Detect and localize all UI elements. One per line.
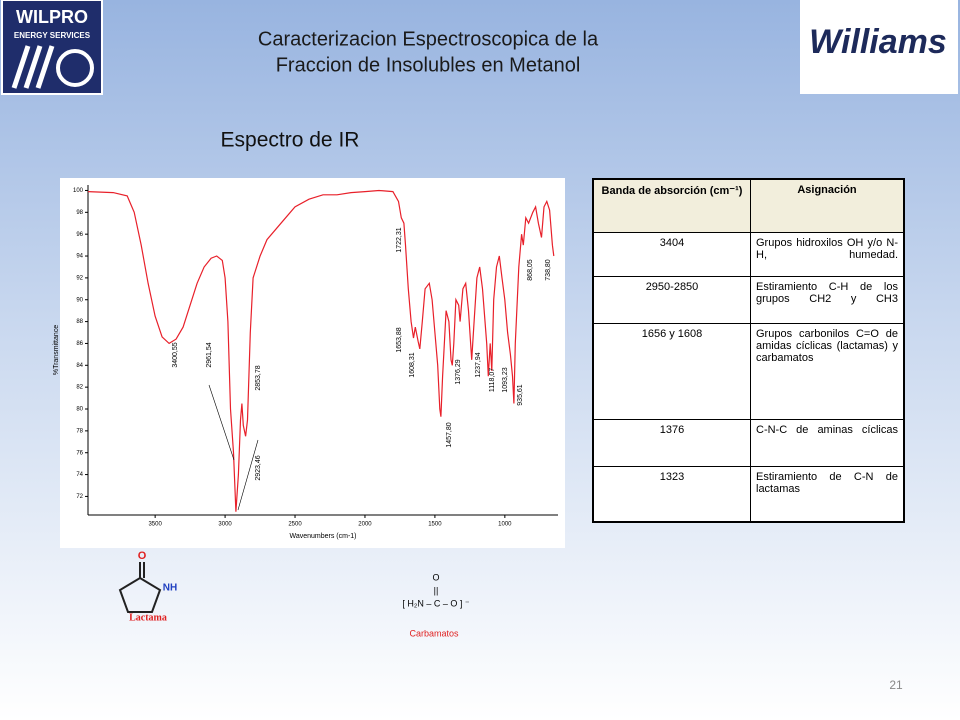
atom-label: O: [138, 550, 147, 562]
table-cell: Grupos hidroxilos OH y/o N-H, humedad.: [750, 232, 905, 277]
y-tick-label: 86: [76, 341, 83, 347]
y-tick-label: 100: [73, 188, 84, 194]
x-tick-label: 2500: [288, 522, 302, 528]
peak-label: 738,80: [545, 259, 552, 281]
peak-label: 935,61: [517, 384, 524, 406]
peak-label: 1376,29: [455, 359, 462, 384]
structure-label: Carbamatos: [409, 628, 459, 638]
chart-area: [60, 178, 565, 548]
assignment-table: Banda de absorción (cm⁻¹) Asignación 3404 G…: [592, 178, 905, 523]
x-axis-title: Wavenumbers (cm-1): [289, 533, 356, 540]
formula-line: O: [432, 572, 439, 582]
peak-label: 1722,31: [396, 227, 403, 252]
y-tick-label: 72: [76, 494, 83, 500]
table-cell: Estiramiento de C-N de lactamas: [750, 466, 905, 522]
table-cell: 3404: [592, 232, 751, 277]
table-cell: Grupos carbonilos C=O de amidas cíclicas…: [750, 323, 905, 420]
peak-label: 2961,54: [206, 342, 213, 367]
table-row: 1323 Estiramiento de C-N de lactamas: [592, 466, 905, 522]
y-axis-title: %Transmittance: [53, 325, 60, 375]
table-row: 2950-2850 Estiramiento C-H de los grupos …: [592, 276, 905, 324]
y-tick-label: 92: [76, 275, 83, 281]
x-tick-label: 1500: [428, 522, 442, 528]
structure-label: Lactama: [129, 612, 167, 623]
formula-line: [ H₂N – C – O ] ⁻: [402, 598, 470, 608]
table-row: 1656 y 1608 Grupos carbonilos C=O de amid…: [592, 323, 905, 420]
x-tick-label: 3000: [218, 522, 232, 528]
y-tick-label: 80: [76, 407, 83, 413]
title-line: Caracterizacion Espectroscopica de la: [258, 28, 599, 50]
y-tick-label: 98: [76, 210, 83, 216]
logo-left-icon: [11, 45, 55, 89]
peak-label: 1237,94: [475, 352, 482, 377]
table-cell: 1656 y 1608: [592, 323, 751, 420]
logo-left-icon: [56, 49, 94, 87]
title-line: Fraccion de Insolubles en Metanol: [276, 54, 581, 76]
logo-right-box: [800, 0, 958, 94]
x-tick-label: 3500: [148, 522, 162, 528]
table-cell: 1376: [592, 419, 751, 467]
peak-label: 2853,78: [255, 365, 262, 390]
table-row: 1376 C-N-C de aminas cíclicas: [592, 419, 905, 467]
page-number: 21: [889, 678, 903, 692]
y-tick-label: 90: [76, 297, 83, 303]
peak-label: 1457,80: [446, 422, 453, 447]
x-tick-label: 1000: [498, 522, 512, 528]
formula-line: ||: [434, 585, 439, 595]
logo-left-tagline: ENERGY SERVICES: [14, 31, 91, 40]
peak-label: 2923,46: [255, 455, 262, 480]
peak-label: 1653,88: [396, 327, 403, 352]
y-tick-label: 82: [76, 385, 83, 391]
subtitle: Espectro de IR: [221, 129, 360, 152]
peak-label: 3400,55: [172, 342, 179, 367]
y-tick-label: 96: [76, 232, 83, 238]
table-cell: Estiramiento C-H de los grupos CH2 y CH3: [750, 276, 905, 324]
peak-label: 1118,07: [489, 368, 496, 392]
atom-label: NH: [163, 583, 177, 594]
table-cell: C-N-C de aminas cíclicas: [750, 419, 905, 467]
peak-label: 1093,23: [502, 367, 509, 392]
column-header: Banda de absorción (cm⁻¹): [592, 178, 751, 233]
y-tick-label: 84: [76, 363, 83, 369]
peak-label: 868,05: [527, 259, 534, 281]
y-tick-label: 74: [76, 472, 83, 478]
y-tick-label: 88: [76, 319, 83, 325]
logo-right: Williams: [809, 23, 947, 61]
logo-left-name: WILPRO: [16, 7, 88, 27]
header-row: Banda de absorción (cm⁻¹) Asignación: [592, 178, 905, 233]
x-tick-label: 2000: [358, 522, 372, 528]
spectrum-line: [87, 189, 555, 512]
lactama-structure: [118, 562, 162, 613]
table-row: 3404 Grupos hidroxilos OH y/o N-H, humeda…: [592, 232, 905, 277]
leader-line: [208, 384, 259, 511]
column-header: Asignación: [750, 178, 905, 233]
y-tick-label: 78: [76, 428, 83, 434]
y-tick-label: 94: [76, 254, 83, 260]
y-tick-label: 76: [76, 450, 83, 456]
table-cell: 1323: [592, 466, 751, 522]
peak-label: 1608,31: [409, 352, 416, 377]
table-cell: 2950-2850: [592, 276, 751, 324]
